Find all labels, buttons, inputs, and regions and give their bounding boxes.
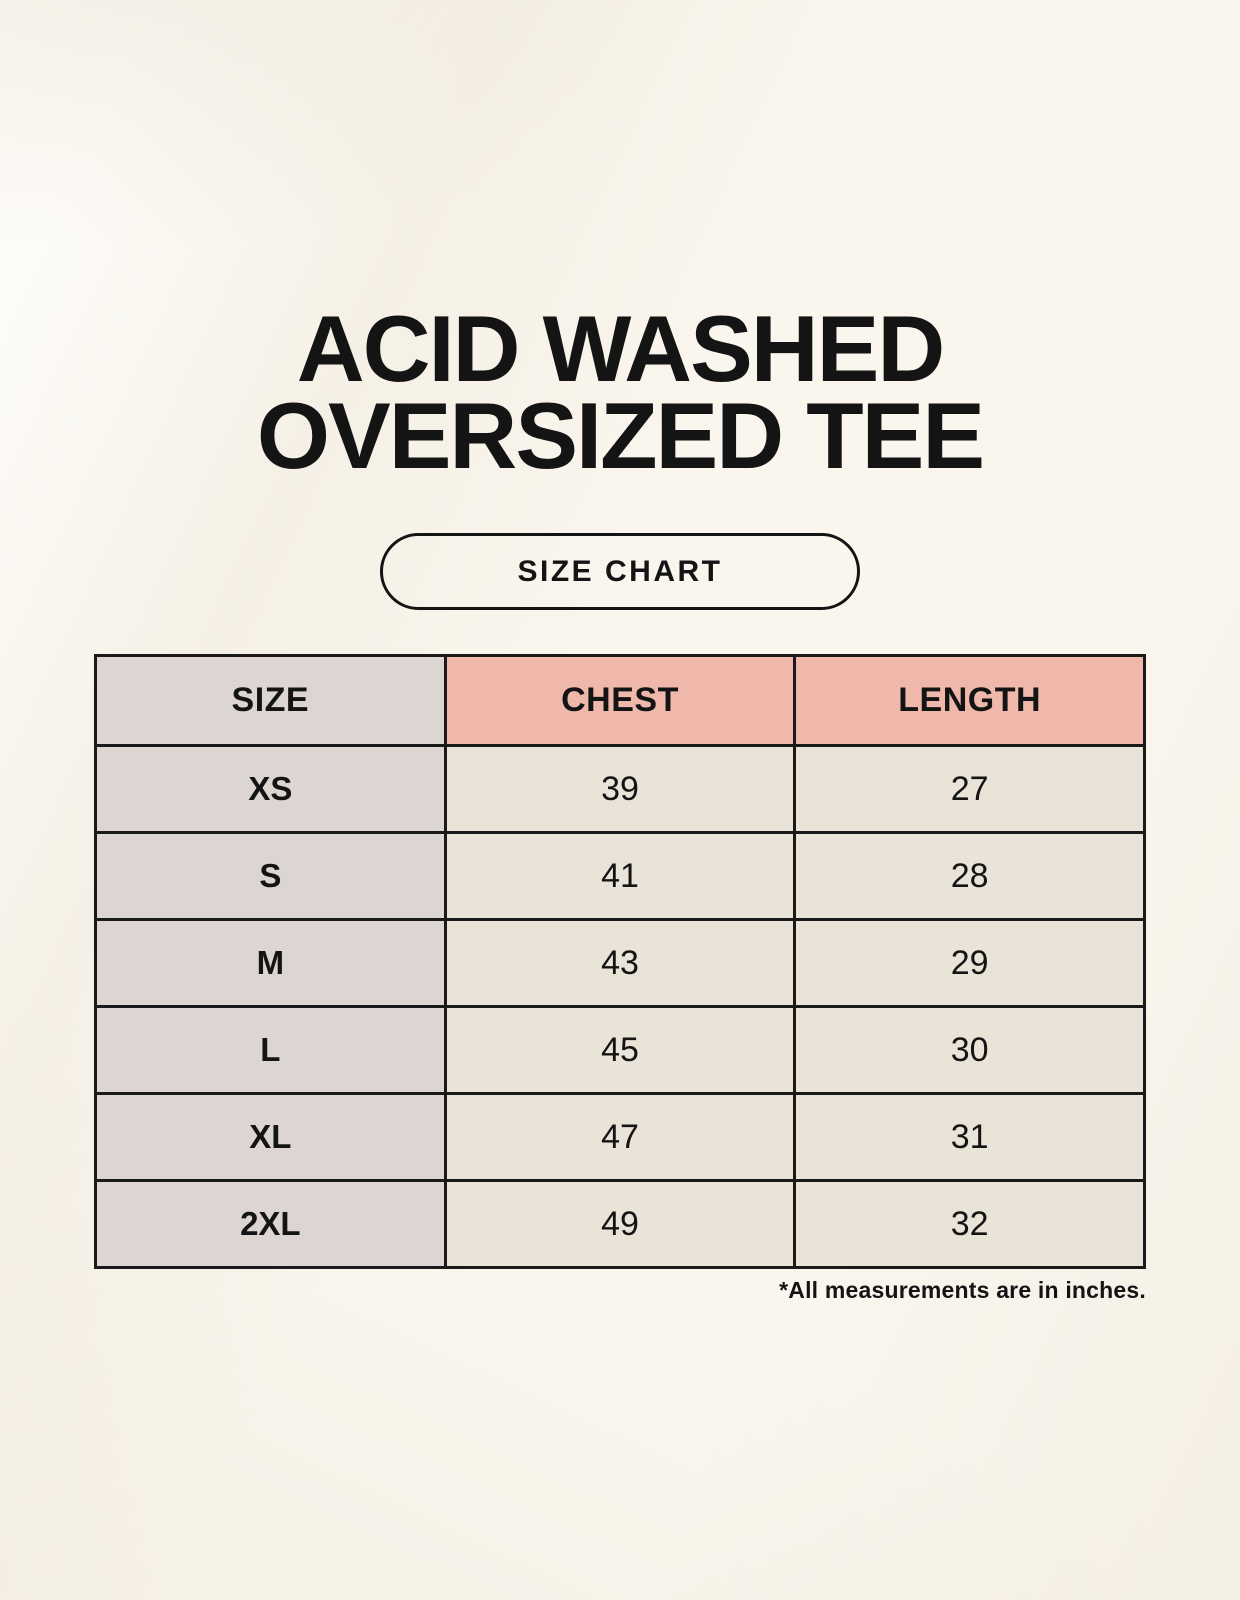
length-value: 29 (793, 918, 1146, 1008)
length-value: 27 (793, 744, 1146, 834)
size-chart-button[interactable]: SIZE CHART (380, 533, 860, 610)
column-header-size: SIZE (94, 654, 447, 747)
size-chart-table: SIZE CHEST LENGTH XS 39 27 S 41 28 M 43 … (94, 654, 1146, 1269)
chest-value: 39 (443, 744, 797, 834)
chest-value: 47 (443, 1092, 797, 1182)
measurements-footnote: *All measurements are in inches. (779, 1277, 1146, 1303)
size-label: XS (94, 744, 447, 834)
length-value: 28 (793, 831, 1146, 921)
table-row-2xl: 2XL 49 32 (94, 1179, 1146, 1269)
chest-value: 49 (443, 1179, 797, 1269)
page-title-line-2: OVERSIZED TEE (256, 383, 985, 488)
table-row-xs: XS 39 27 (94, 744, 1146, 834)
table-row-s: S 41 28 (94, 831, 1146, 921)
length-value: 32 (793, 1179, 1146, 1269)
size-label: 2XL (94, 1179, 447, 1269)
size-label: XL (94, 1092, 447, 1182)
table-row-l: L 45 30 (94, 1005, 1146, 1095)
size-label: L (94, 1005, 447, 1095)
length-value: 30 (793, 1005, 1146, 1095)
chest-value: 43 (443, 918, 797, 1008)
chest-value: 41 (443, 831, 797, 921)
column-header-chest: CHEST (443, 654, 797, 747)
size-chart-button-label: SIZE CHART (517, 554, 723, 588)
column-header-length: LENGTH (793, 654, 1146, 747)
size-label: M (94, 918, 447, 1008)
page-title: ACID WASHED OVERSIZED TEE (0, 296, 1240, 488)
page-title-line-1: ACID WASHED (296, 296, 945, 401)
table-row-m: M 43 29 (94, 918, 1146, 1008)
size-label: S (94, 831, 447, 921)
length-value: 31 (793, 1092, 1146, 1182)
table-row-xl: XL 47 31 (94, 1092, 1146, 1182)
table-header-row: SIZE CHEST LENGTH (94, 654, 1146, 747)
chest-value: 45 (443, 1005, 797, 1095)
